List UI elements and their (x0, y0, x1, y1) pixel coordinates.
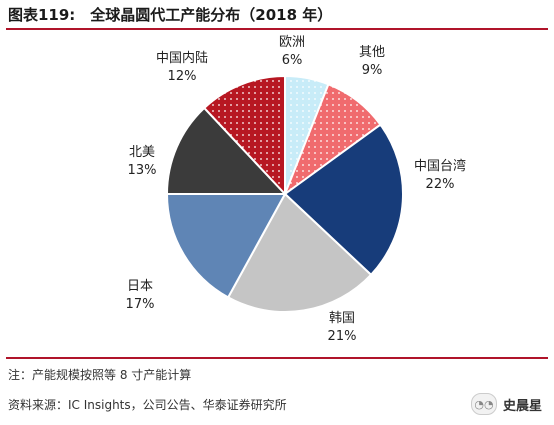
slice-label-1: 其他 (359, 45, 385, 60)
slice-value-3: 21% (328, 329, 357, 344)
slice-value-2: 22% (426, 177, 455, 192)
pie-slice-5 (165, 106, 288, 195)
slice-value-0: 6% (282, 53, 303, 68)
figure-title: 图表119: 全球晶圆代工产能分布（2018 年） (8, 6, 333, 24)
brand-watermark: ◔◔ 史晨星 (470, 393, 542, 415)
wechat-icon: ◔◔ (470, 393, 497, 415)
top-divider (6, 28, 548, 30)
pie-slice-4 (165, 193, 287, 299)
brand-name: 史晨星 (502, 398, 542, 414)
pie-chart: 欧洲 6% 其他 9% 中国台湾 22% 韩国 21% 日本 17% 北美 13% 中国内陆 12% (126, 35, 466, 344)
pie-slice-6 (202, 74, 286, 197)
slice-label-4: 日本 (127, 279, 153, 294)
slice-value-1: 9% (362, 63, 383, 78)
slice-label-3: 韩国 (329, 311, 355, 326)
slice-label-5: 北美 (129, 145, 155, 160)
slice-label-2: 中国台湾 (414, 158, 466, 174)
source-note: 资料来源：IC Insights，公司公告、华泰证券研究所 (8, 398, 287, 412)
pie-slices (165, 74, 404, 313)
slice-value-6: 12% (168, 69, 197, 84)
pie-labels: 欧洲 6% 其他 9% 中国台湾 22% 韩国 21% 日本 17% 北美 13% 中国内陆 12% (126, 35, 466, 344)
slice-value-4: 17% (126, 297, 155, 312)
bottom-divider (6, 357, 548, 359)
slice-value-5: 13% (128, 163, 157, 178)
pie-slice-2 (283, 123, 404, 277)
pie-slice-3 (226, 192, 373, 313)
slice-label-6: 中国内陆 (156, 50, 208, 66)
footnote: 注：产能规模按照等 8 寸产能计算 (8, 368, 192, 382)
slice-label-0: 欧洲 (279, 35, 305, 50)
